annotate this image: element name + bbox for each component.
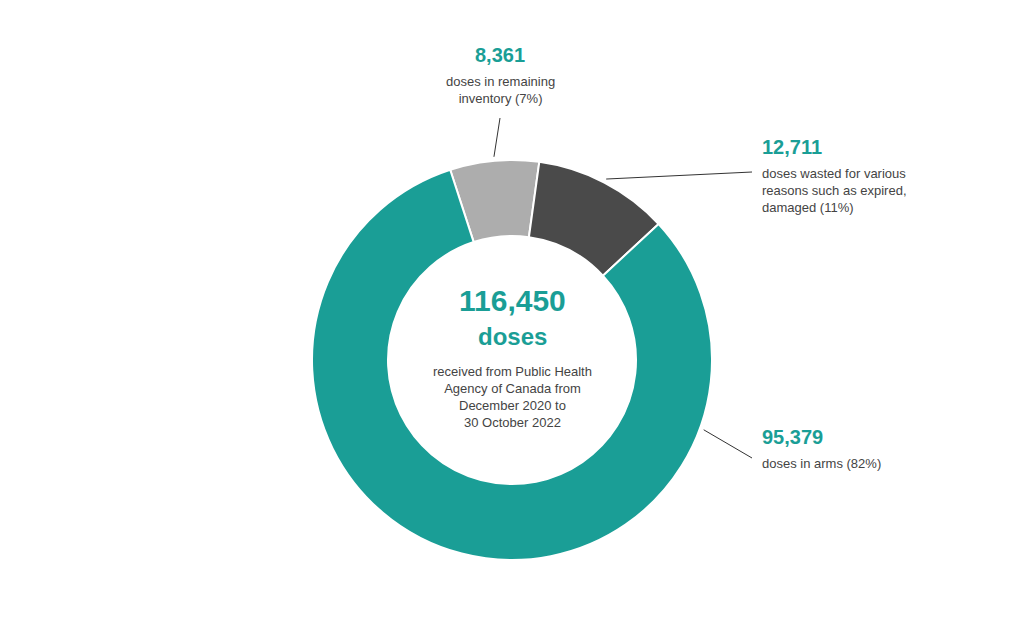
svg-text:doses in remaininginventory (7: doses in remaininginventory (7%) [446, 74, 555, 106]
svg-text:doses in arms (82%): doses in arms (82%) [762, 456, 881, 471]
svg-text:doses wasted for variousreason: doses wasted for variousreasons such as … [762, 166, 907, 215]
svg-text:8,361: 8,361 [475, 44, 525, 66]
svg-text:12,711: 12,711 [762, 136, 822, 158]
svg-text:received from Public HealthAge: received from Public HealthAgency of Can… [433, 364, 592, 430]
svg-text:doses: doses [478, 323, 547, 350]
svg-text:116,450: 116,450 [459, 284, 566, 317]
svg-text:95,379: 95,379 [762, 426, 823, 448]
